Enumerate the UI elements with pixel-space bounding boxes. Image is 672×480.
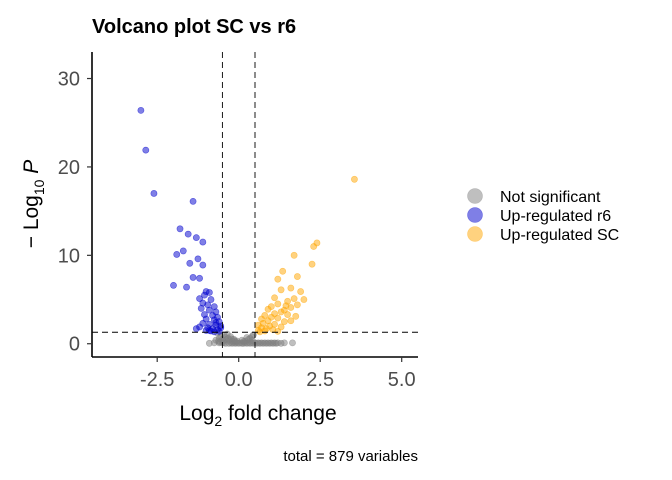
point-series-1 — [212, 319, 220, 326]
legend-key — [467, 207, 483, 223]
point-series-2 — [280, 318, 288, 326]
point-series-2 — [293, 301, 301, 309]
point-series-2 — [290, 251, 298, 259]
point-series-2 — [297, 288, 305, 295]
point-series-1 — [189, 198, 197, 205]
x-axis-title-subscript: 2 — [214, 413, 222, 429]
point-series-0 — [248, 337, 256, 345]
point-series-2 — [290, 295, 298, 303]
point-series-1 — [194, 255, 202, 263]
point-series-2 — [282, 302, 290, 310]
point-series-2 — [274, 300, 282, 308]
point-series-1 — [142, 146, 150, 154]
point-series-2 — [287, 284, 295, 292]
point-series-0 — [243, 334, 251, 341]
cutoff-lines — [92, 52, 418, 357]
x-tick-label: 0.0 — [225, 369, 253, 391]
point-series-2 — [351, 175, 358, 183]
y-tick-label: 10 — [58, 245, 80, 267]
point-series-2 — [277, 286, 285, 294]
y-tick-label: 0 — [69, 334, 80, 356]
point-series-0 — [280, 339, 288, 347]
point-series-2 — [274, 314, 282, 322]
point-series-2 — [264, 305, 272, 313]
y-axis-title-rest: P — [20, 160, 43, 180]
point-series-2 — [310, 243, 318, 250]
point-series-1 — [199, 261, 207, 269]
x-axis-ticks: -2.5 0.0 2.5 5.0 — [140, 357, 416, 391]
x-tick-label: -2.5 — [140, 369, 174, 391]
point-series-1 — [170, 281, 177, 289]
axes: -2.5 0.0 2.5 5.0 0 10 20 30 — [58, 52, 418, 391]
point-series-2 — [308, 260, 316, 268]
chart-title: Volcano plot SC vs r6 — [92, 16, 296, 38]
point-series-1 — [217, 324, 225, 332]
point-series-1 — [179, 247, 187, 255]
legend-label: Up-regulated SC — [500, 227, 619, 244]
legend-label: Up-regulated r6 — [500, 208, 611, 225]
point-series-1 — [201, 291, 208, 299]
point-series-2 — [287, 317, 295, 325]
point-series-1 — [199, 238, 207, 246]
x-tick-label: 5.0 — [388, 369, 416, 391]
point-series-0 — [289, 339, 296, 347]
point-series-2 — [279, 267, 287, 275]
y-axis-title-subscript: 10 — [31, 179, 47, 195]
point-series-1 — [189, 274, 197, 281]
point-series-1 — [176, 225, 184, 233]
point-series-2 — [274, 275, 282, 283]
caption: total = 879 variables — [283, 448, 418, 465]
x-axis-title: Log2 fold change — [179, 402, 336, 429]
point-series-1 — [192, 325, 200, 333]
x-axis-title-rest: fold change — [222, 402, 336, 425]
y-axis-ticks: 0 10 20 30 — [58, 69, 92, 356]
x-axis-title-main: Log — [179, 402, 214, 425]
legend: Not significant Up-regulated r6 Up-regulat… — [467, 188, 619, 244]
y-tick-label: 30 — [58, 69, 80, 91]
point-series-2 — [292, 312, 300, 320]
point-series-1 — [197, 304, 205, 312]
points-layer — [137, 106, 358, 347]
point-series-1 — [192, 234, 200, 242]
point-series-2 — [284, 311, 291, 318]
legend-label: Not significant — [500, 189, 601, 206]
plot-area — [92, 52, 418, 357]
point-series-1 — [150, 190, 158, 197]
point-series-2 — [277, 308, 285, 316]
point-series-2 — [274, 327, 282, 335]
point-series-1 — [173, 251, 181, 258]
point-series-2 — [271, 294, 278, 302]
x-tick-label: 2.5 — [306, 369, 334, 391]
point-series-1 — [205, 306, 213, 314]
legend-key — [467, 188, 483, 204]
y-axis-title: − Log10 P — [20, 160, 47, 249]
point-series-1 — [183, 283, 190, 291]
point-series-2 — [300, 296, 308, 303]
point-series-1 — [184, 230, 192, 238]
point-series-1 — [137, 106, 145, 114]
point-series-2 — [293, 273, 301, 280]
point-series-1 — [186, 259, 194, 267]
point-series-1 — [196, 274, 203, 282]
y-axis-title-main: − Log — [20, 195, 43, 248]
point-series-1 — [207, 296, 215, 303]
y-tick-label: 20 — [58, 157, 80, 179]
legend-key — [467, 226, 483, 242]
point-series-0 — [231, 337, 239, 345]
